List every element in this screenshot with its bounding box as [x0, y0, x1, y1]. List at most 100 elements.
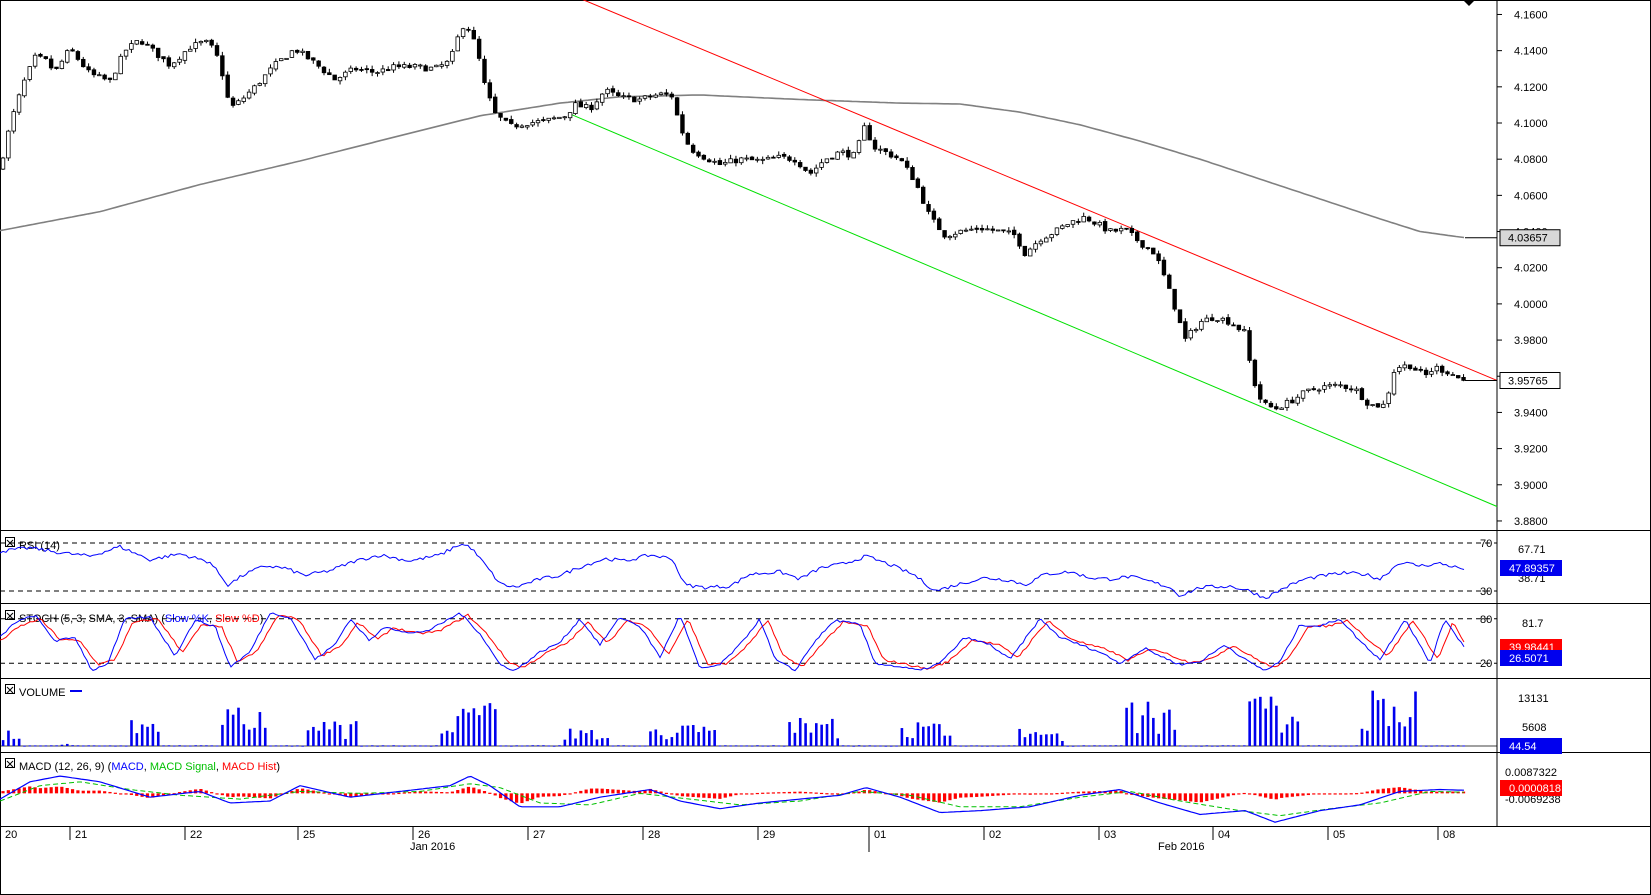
candle [412, 63, 418, 70]
volume-bar [552, 745, 556, 747]
macd-panel: MACD (12, 26, 9) (MACD, MACD Signal, MAC… [0, 761, 1562, 823]
macd-hist-bar [830, 793, 834, 795]
volume-bar [1376, 700, 1380, 746]
candle [284, 57, 289, 60]
volume-bar [290, 745, 294, 747]
volume-bar [419, 745, 422, 747]
macd-hist-bar [515, 793, 519, 803]
macd-hist-bar [498, 793, 503, 799]
candle [674, 96, 680, 116]
macd-hist-bar [622, 790, 626, 794]
volume-bar [130, 720, 133, 746]
candle [1118, 225, 1124, 235]
volume-bar [1419, 745, 1423, 747]
volume-bar [494, 709, 497, 746]
macd-hist-bar [648, 788, 652, 794]
candle [840, 148, 846, 156]
candle [985, 225, 990, 231]
candle [444, 60, 450, 69]
candle [1338, 381, 1343, 388]
candle [1097, 220, 1102, 228]
volume-bar [542, 745, 545, 747]
candle [835, 150, 840, 160]
panel-close-icon[interactable] [5, 758, 15, 768]
panel-close-icon[interactable] [5, 610, 15, 620]
candle [578, 98, 583, 108]
candle [1268, 400, 1274, 408]
volume-bar [237, 707, 240, 746]
volume-bar [718, 745, 722, 747]
macd-hist-bar [1290, 793, 1294, 797]
macd-hist-bar [702, 793, 706, 798]
volume-bar [467, 712, 470, 746]
macd-hist-bar [803, 791, 808, 794]
price-tick-label: 3.9000 [1514, 480, 1548, 492]
macd-hist-bar [65, 787, 69, 794]
macd-hist-bar [627, 790, 631, 794]
macd-hist-bar [1242, 792, 1246, 795]
stoch-level-label: 20 [1480, 658, 1492, 670]
stoch-k-value-label: 26.5071 [1509, 653, 1549, 665]
candle [600, 93, 605, 106]
volume-bar [1114, 745, 1118, 747]
candle [664, 89, 669, 97]
volume-bar [681, 725, 684, 746]
candle [787, 155, 792, 163]
volume-bar [1061, 740, 1064, 746]
volume-bar [798, 717, 802, 746]
panel-close-icon[interactable] [5, 537, 15, 547]
volume-bar [92, 745, 96, 747]
volume-bar [868, 745, 872, 747]
volume-bar [756, 745, 759, 747]
candle [637, 96, 642, 105]
volume-bar [1189, 745, 1193, 747]
macd-hist-bar [199, 789, 203, 794]
macd-hist-bar [418, 791, 422, 794]
macd-hist-bar [707, 793, 711, 799]
macd-hist-bar [54, 786, 59, 794]
volume-bar [413, 745, 417, 747]
candle [220, 51, 225, 80]
candle [455, 34, 460, 52]
volume-bar [622, 745, 625, 747]
macd-hist-bar [1435, 791, 1439, 794]
macd-hist-bar [60, 786, 64, 794]
volume-bar [745, 745, 749, 747]
candle [915, 177, 921, 189]
candle [519, 124, 525, 129]
candle [1215, 320, 1220, 323]
candle [65, 49, 70, 64]
volume-bar [1446, 745, 1449, 747]
macd-hist-bar [1445, 791, 1450, 794]
candle [803, 166, 808, 172]
rsi-axis-label: 67.71 [1518, 544, 1546, 556]
volume-bar [788, 722, 791, 746]
volume-bar [659, 735, 663, 746]
macd-hist-bar [959, 793, 963, 798]
volume-bar [675, 732, 679, 746]
volume-bar [1216, 745, 1219, 747]
panel-close-icon[interactable] [5, 684, 15, 694]
scroll-marker-icon[interactable] [1463, 0, 1475, 6]
macd-hist-bar [1381, 788, 1385, 794]
candle [696, 150, 701, 158]
last-price-label: 3.95765 [1508, 375, 1548, 387]
volume-bar [376, 745, 379, 747]
candle [91, 67, 97, 78]
candle [707, 158, 712, 163]
volume-bar [1087, 745, 1091, 747]
macd-hist-bar [798, 791, 802, 794]
candle [621, 92, 626, 99]
macd-hist-bar [343, 793, 347, 797]
macd-hist-bar [236, 793, 240, 797]
stoch-legend-k: Slow %K [165, 613, 210, 625]
macd-hist-bar [28, 786, 32, 794]
candle [1092, 221, 1097, 227]
volume-bar [183, 745, 187, 747]
macd-hist-bar [33, 787, 37, 794]
volume-bar [39, 745, 42, 747]
volume-bar [531, 745, 535, 747]
volume-bar [210, 745, 214, 747]
candle [43, 56, 48, 60]
volume-bar [408, 745, 411, 747]
